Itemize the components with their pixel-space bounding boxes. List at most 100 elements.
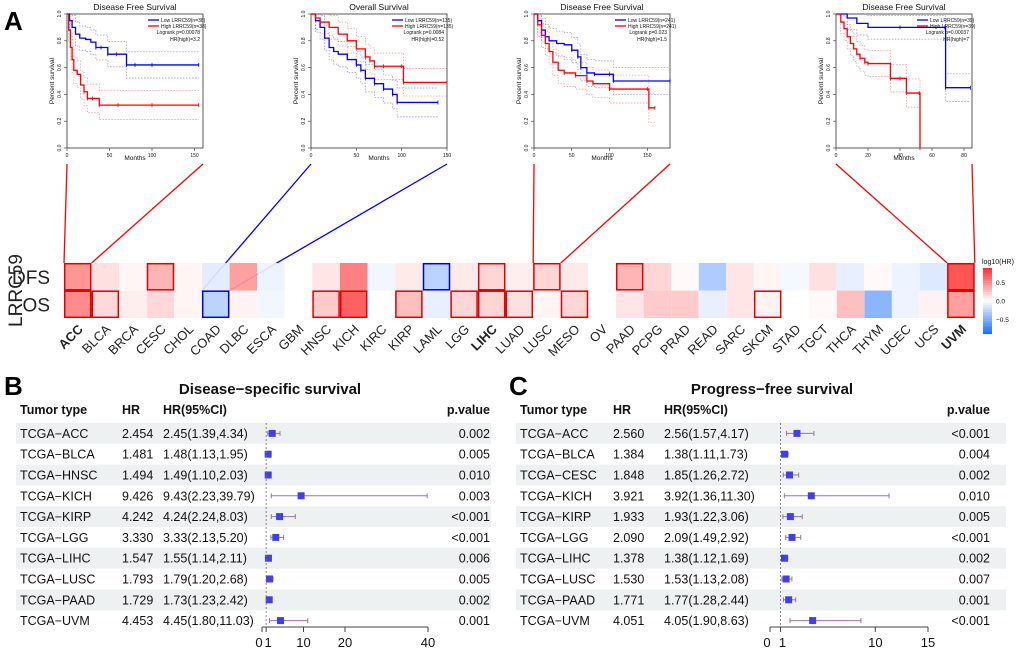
heatmap-column-label: KICH	[329, 322, 362, 355]
km-xtick-label: 0	[835, 153, 838, 159]
km-xtick-label: 0	[310, 153, 313, 159]
heatmap-cell-dfs-dlbc	[229, 263, 257, 291]
heatmap-significance-outline	[339, 290, 368, 319]
forest-point-estimate	[781, 450, 789, 458]
forest-ci-value: 1.49(1.10,2.03)	[163, 469, 248, 483]
zoom-link-line	[835, 163, 948, 264]
heatmap-cell-os-coad	[202, 290, 230, 318]
forest-p-value: 0.006	[459, 552, 490, 566]
forest-ci-value: 1.73(1.23,2.42)	[163, 593, 248, 607]
survival-plots: Disease Free Survival 0.0 0.2 0.4 0.6 0.8 1.0 0…	[49, 2, 976, 162]
km-plot-km3: Disease Free Survival 0.0 0.2 0.4 0.6 0.8 1.0 0…	[516, 2, 677, 162]
km-xlabel: Months	[591, 155, 613, 162]
heatmap-cell-dfs-read	[698, 263, 727, 291]
km-xlabel: Months	[124, 155, 146, 162]
km-ytick-label: 1.0	[826, 10, 832, 17]
forest-tumor-label: TCGA−PAAD	[520, 593, 595, 607]
forest-p-value: 0.007	[959, 573, 990, 587]
forest-point-estimate	[785, 471, 793, 479]
forest-tumor-label: TCGA−CESC	[520, 469, 597, 483]
forest-p-value: 0.002	[959, 469, 990, 483]
heatmap-column-label: UCEC	[877, 322, 914, 359]
heatmap-cell-dfs-coad	[202, 263, 230, 291]
heatmap-cell-os-tgct	[809, 290, 837, 318]
km-curve	[67, 13, 199, 106]
km-xlabel: Months	[368, 155, 390, 162]
forest-tumor-label: TCGA−BLCA	[520, 448, 595, 462]
heatmap-cell-os-pcpg	[643, 290, 671, 318]
forest-ci-value: 1.93(1.22,3.06)	[664, 510, 749, 524]
forest-header-hr: HR	[613, 403, 631, 417]
heatmap-legend-tick: 0.5	[996, 280, 1005, 287]
forest-hr-value: 1.378	[613, 552, 644, 566]
heatmap-cell-dfs-uvm	[947, 263, 975, 291]
panel-label-b: B	[4, 371, 23, 401]
forest-hr-value: 1.547	[122, 552, 153, 566]
heatmap-cell-dfs-kirc	[367, 263, 395, 291]
heatmap-row-label-os: OS	[23, 295, 50, 316]
forest-hr-value: 1.848	[613, 469, 644, 483]
forest-point-estimate	[809, 617, 817, 625]
forest-hr-value: 3.921	[613, 489, 644, 503]
forest-title: Progress−free survival	[691, 381, 853, 398]
forest-xtick-label: 40	[421, 635, 435, 650]
heatmap-column-label: DLBC	[216, 322, 251, 357]
heatmap-cell-dfs-kirp	[395, 263, 423, 291]
heatmap-significance-outline	[753, 290, 782, 319]
forest-plot-forestB: Disease−specific survival Tumor type HR HR(…	[16, 381, 491, 650]
heatmap-cell-os-uvm	[947, 290, 975, 318]
zoom-link-line	[91, 163, 204, 264]
heatmap-legend-step	[983, 296, 992, 299]
forest-hr-value: 9.426	[122, 489, 153, 503]
heatmap-legend-step	[983, 294, 992, 297]
km-title: Disease Free Survival	[862, 2, 945, 12]
heatmap-legend-step	[983, 305, 992, 308]
heatmap-significance-outline	[146, 262, 175, 291]
heatmap-cell-dfs-hnsc	[312, 263, 340, 291]
heatmap-cell-os-lgg	[450, 290, 478, 318]
heatmap-significance-outline	[505, 290, 534, 319]
heatmap-ylabel: LRRC59	[6, 254, 27, 327]
forest-row-band	[516, 547, 1006, 569]
forest-ci-value: 1.55(1.14,2.11)	[163, 552, 247, 566]
km-legend-label: Low LRRC59(n=39)	[930, 18, 975, 24]
heatmap-cell-os-kirp	[395, 290, 423, 318]
km-xtick-label: 150	[190, 153, 199, 159]
forest-tumor-label: TCGA−LIHC	[20, 552, 91, 566]
heatmap-cell-dfs-ucec	[892, 263, 920, 291]
forest-tumor-label: TCGA−UVM	[520, 614, 590, 628]
heatmap-column-label: COAD	[187, 322, 224, 359]
heatmap-legend-step	[983, 281, 992, 284]
km-ytick-label: 0.6	[524, 64, 530, 71]
km-ytick-label: 1.0	[57, 10, 63, 17]
heatmap-column-label: LAML	[410, 322, 445, 357]
km-plot-km4: Disease Free Survival 0.0 0.2 0.4 0.6 0.8 1.0 0…	[818, 2, 976, 162]
heatmap-column-label: PRAD	[657, 322, 693, 358]
heatmap-significance-outline	[395, 290, 423, 319]
heatmap-column-label: STAD	[769, 322, 803, 356]
forest-ci-value: 2.56(1.57,4.17)	[664, 427, 749, 441]
heatmap-cell-os-ucs	[919, 290, 947, 318]
forest-plot-forestC: Progress−free survival Tumor type HR HR(95%…	[516, 381, 1006, 650]
heatmap-column-label: LUAD	[492, 322, 527, 357]
forest-hr-value: 1.481	[122, 448, 153, 462]
heatmap-significance-outline	[477, 290, 506, 319]
km-ci-band	[836, 13, 921, 132]
km-legend-label: High LRRC59(n=241)	[628, 24, 677, 30]
forest-ci-value: 3.92(1.36,11.30)	[664, 489, 755, 503]
km-frame	[835, 13, 973, 149]
heatmap-cell-dfs-prad	[671, 263, 699, 291]
forest-tumor-label: TCGA−KICH	[20, 489, 92, 503]
forest-p-value: 0.001	[959, 593, 990, 607]
forest-ci-value: 1.85(1.26,2.72)	[664, 469, 749, 483]
km-ci-band	[67, 13, 199, 53]
km-ytick-label: 0.0	[524, 144, 530, 151]
forest-tumor-label: TCGA−KIRP	[20, 510, 91, 524]
heatmap-cell-dfs-gbm	[284, 263, 313, 291]
heatmap-legend-step	[983, 331, 992, 335]
heatmap-significance-outline	[947, 290, 975, 319]
heatmap-significance-outline	[63, 290, 92, 319]
forest-header-ci: HR(95%CI)	[664, 403, 728, 417]
heatmap-column-label: UVM	[938, 322, 969, 353]
